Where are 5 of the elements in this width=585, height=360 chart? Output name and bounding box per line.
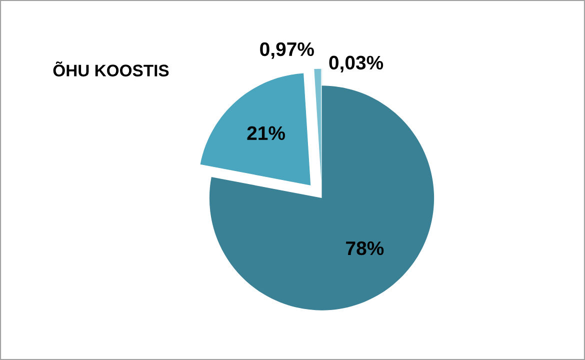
data-label: 78% (346, 241, 384, 256)
data-label: 21% (247, 126, 285, 140)
data-label: 0,03% (329, 56, 384, 72)
data-label: 0,97% (260, 42, 314, 59)
text: ÕHU KOOSTIS (53, 61, 169, 76)
